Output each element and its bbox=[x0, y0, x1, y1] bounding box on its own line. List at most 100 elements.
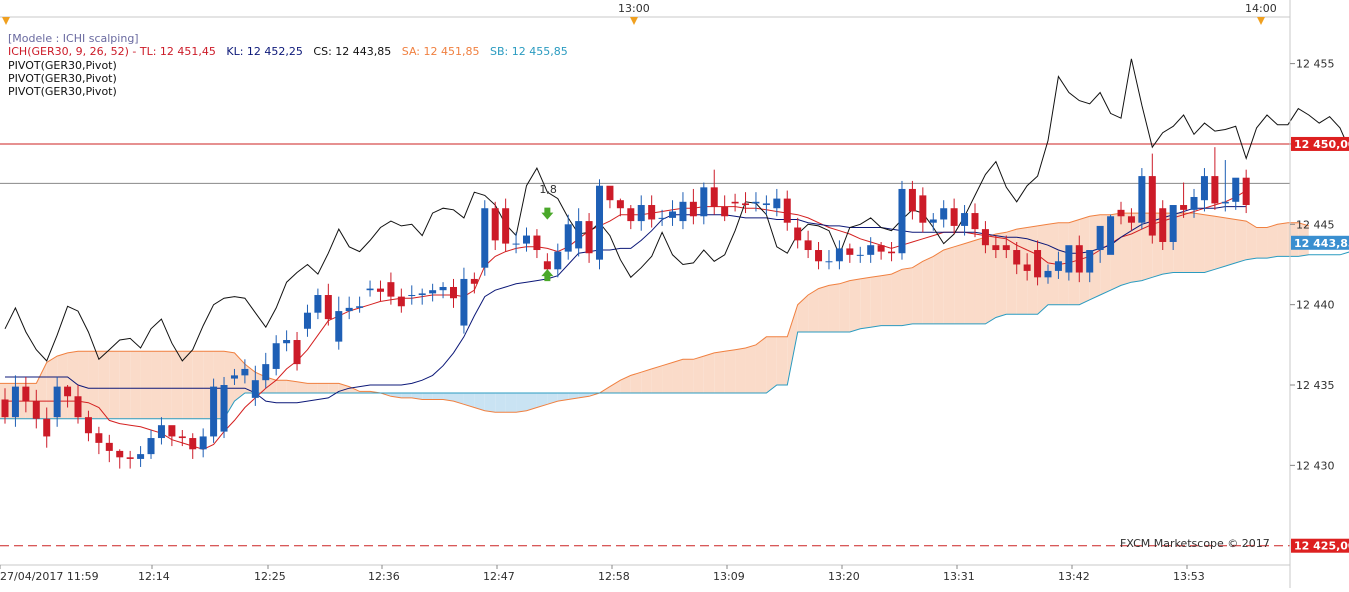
cloud-segment bbox=[1068, 219, 1080, 305]
x-tick-label: 13:53 bbox=[1173, 570, 1205, 583]
candle-body bbox=[783, 198, 791, 223]
cloud-segment bbox=[234, 352, 245, 402]
cloud-segment bbox=[297, 381, 308, 394]
cloud-segment bbox=[463, 393, 475, 408]
candle-body bbox=[971, 213, 979, 230]
candle-body bbox=[230, 375, 238, 379]
cloud-segment bbox=[1037, 224, 1048, 315]
price-tag bbox=[1291, 538, 1349, 553]
candle-body bbox=[1190, 196, 1198, 210]
candle-body bbox=[105, 442, 113, 451]
cloud-segment bbox=[171, 351, 183, 419]
cloud-segment bbox=[703, 352, 715, 394]
candle-body bbox=[940, 208, 948, 220]
candle-body bbox=[710, 187, 718, 207]
candle-body bbox=[596, 185, 604, 260]
cloud-segment bbox=[755, 336, 767, 394]
candle-body bbox=[773, 198, 781, 209]
candle-body bbox=[658, 217, 666, 219]
top-time-label: 13:00 bbox=[618, 2, 650, 15]
candle-body bbox=[1148, 176, 1156, 236]
y-tick-label: 12 445 bbox=[1296, 218, 1335, 231]
ichimoku-prefix: ICH(GER30, 9, 26, 52) - bbox=[8, 45, 137, 59]
cloud-segment bbox=[307, 383, 318, 394]
senkou-a-label: SA: 12 451,85 bbox=[401, 45, 480, 59]
candle-body bbox=[815, 250, 823, 262]
cloud-segment bbox=[745, 344, 756, 394]
cloud-segment bbox=[609, 380, 621, 394]
candle-body bbox=[1242, 177, 1250, 206]
candle-body bbox=[961, 213, 969, 226]
chart-legend: [Modele : ICHI scalping] ICH(GER30, 9, 2… bbox=[8, 32, 568, 98]
cloud-segment bbox=[276, 380, 287, 394]
candle-body bbox=[1107, 216, 1115, 255]
candle-body bbox=[648, 205, 656, 220]
candle-body bbox=[1200, 176, 1208, 201]
x-tick-label: 12:58 bbox=[598, 570, 630, 583]
x-tick-label: 13:31 bbox=[943, 570, 975, 583]
pivot-label-1: PIVOT(GER30,Pivot) bbox=[8, 58, 117, 72]
cloud-segment bbox=[495, 393, 506, 413]
candle-body bbox=[575, 221, 583, 249]
cloud-segment bbox=[182, 351, 193, 419]
cloud-segment bbox=[1194, 213, 1205, 273]
x-tick-label: 12:36 bbox=[368, 570, 400, 583]
cloud-segment bbox=[881, 274, 892, 326]
credit-text: FXCM Marketscope © 2017 bbox=[1120, 537, 1270, 550]
cloud-segment bbox=[484, 393, 496, 413]
chikou-line bbox=[4, 58, 1349, 362]
candle-body bbox=[1221, 201, 1229, 204]
candle-body bbox=[1211, 176, 1219, 204]
cloud-segment bbox=[912, 261, 923, 324]
senkou-a-line bbox=[0, 212, 1309, 413]
candle-body bbox=[178, 436, 186, 439]
candle-body bbox=[408, 295, 416, 297]
candle-body bbox=[679, 201, 687, 222]
cloud-segment bbox=[943, 246, 955, 324]
session-marker bbox=[1257, 17, 1265, 25]
candle-body bbox=[168, 425, 176, 437]
price-tag-label: 12 450,00 bbox=[1294, 138, 1349, 151]
candle-body bbox=[637, 205, 645, 222]
senkou-b-line bbox=[0, 251, 1349, 420]
candle-body bbox=[794, 227, 802, 241]
cloud-segment bbox=[1225, 217, 1236, 267]
cloud-segment bbox=[88, 351, 99, 419]
cloud-segment bbox=[390, 393, 402, 398]
candle-body bbox=[762, 203, 770, 206]
candle-body bbox=[1023, 264, 1031, 271]
cloud-segment bbox=[1256, 227, 1268, 259]
candle-body bbox=[376, 288, 384, 292]
cloud-segment bbox=[1235, 219, 1247, 263]
candle-body bbox=[502, 208, 510, 244]
candle-body bbox=[126, 457, 134, 459]
cloud-segment bbox=[98, 351, 110, 419]
candle-body bbox=[1159, 208, 1167, 242]
candle-body bbox=[742, 203, 750, 206]
y-tick-label: 12 430 bbox=[1296, 459, 1335, 472]
candle-body bbox=[616, 200, 624, 209]
candle-body bbox=[199, 436, 207, 450]
cloud-segment bbox=[317, 383, 329, 394]
candle-body bbox=[481, 208, 489, 268]
cloud-segment bbox=[557, 393, 569, 402]
candle-body bbox=[74, 396, 82, 418]
candle-body bbox=[220, 385, 228, 432]
cloud-segment bbox=[151, 351, 162, 419]
cloud-segment bbox=[620, 375, 631, 394]
cloud-segment bbox=[1121, 213, 1132, 286]
candle-body bbox=[460, 278, 468, 326]
x-tick-label: 13:20 bbox=[828, 570, 860, 583]
kijun-label: KL: 12 452,25 bbox=[226, 45, 303, 59]
candle-body bbox=[981, 229, 989, 246]
cloud-segment bbox=[578, 393, 590, 398]
cloud-segment bbox=[735, 348, 746, 394]
candle-body bbox=[1054, 261, 1062, 271]
candle-body bbox=[1096, 225, 1104, 251]
cloud-segment bbox=[891, 269, 902, 326]
candle-body bbox=[335, 311, 343, 342]
cloud-segment bbox=[964, 240, 975, 324]
candle-body bbox=[283, 340, 291, 344]
cloud-segment bbox=[870, 275, 882, 328]
